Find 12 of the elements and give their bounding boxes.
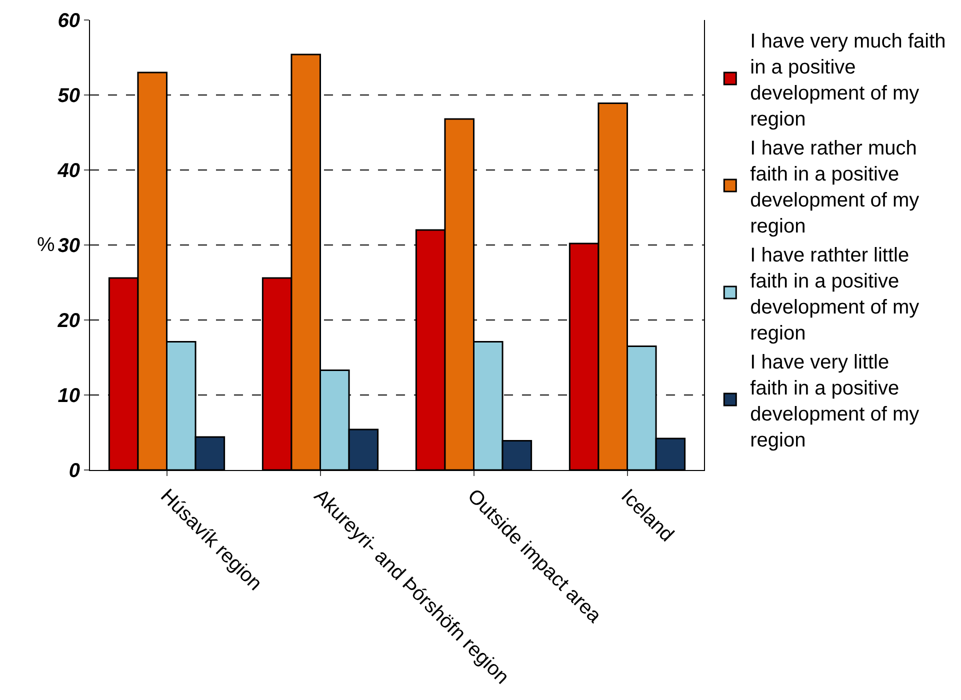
y-tick-label: 50 xyxy=(58,85,80,107)
legend-label: I have very little faith in a positive development of my region xyxy=(750,351,920,452)
legend-label: I have very much faith in a positive development of my region xyxy=(750,30,946,130)
y-tick-label: 10 xyxy=(58,385,80,407)
y-tick-label: 60 xyxy=(58,10,80,32)
y-tick-label: 20 xyxy=(56,310,80,332)
y-tick-label: 30 xyxy=(58,235,80,257)
y-tick-label: 0 xyxy=(68,460,80,482)
legend-label: I have rather much faith in a positive development of my region xyxy=(750,137,920,238)
y-axis-title: % xyxy=(37,234,55,256)
legend-label: I have rathter little faith in a positive development of my region xyxy=(750,244,920,344)
y-tick-label: 40 xyxy=(56,160,80,182)
